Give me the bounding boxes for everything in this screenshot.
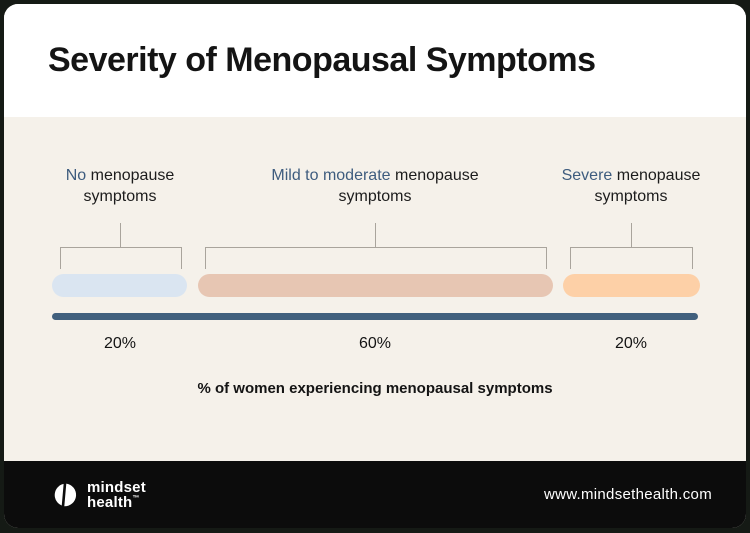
segment-label-none-rest: menopause symptoms xyxy=(83,167,175,206)
bracket-stem-mild xyxy=(375,223,376,248)
brand-name-top: mindset xyxy=(87,478,146,496)
segment-label-severe-accent: Severe xyxy=(561,167,613,184)
bar-segment-none xyxy=(52,274,187,297)
bracket-severe xyxy=(570,247,693,269)
bracket-mild xyxy=(205,247,547,269)
axis-caption: % of women experiencing menopausal sympt… xyxy=(197,380,553,397)
segment-label-mild-accent: Mild to moderate xyxy=(271,167,391,184)
infographic-card: Severity of Menopausal Symptoms No menop… xyxy=(4,4,746,528)
segment-label-severe-rest: menopause symptoms xyxy=(594,167,701,206)
page-title: Severity of Menopausal Symptoms xyxy=(48,41,596,79)
axis-line xyxy=(52,313,698,320)
brand-name: mindset health™ xyxy=(87,480,146,510)
bracket-none xyxy=(60,247,182,269)
trademark-symbol: ™ xyxy=(132,494,140,502)
mindset-health-logo-icon xyxy=(54,483,77,506)
brand-name-bottom: health™ xyxy=(87,493,140,511)
brand-lockup: mindset health™ xyxy=(52,480,146,510)
percent-label-none: 20% xyxy=(103,335,137,352)
segment-label-none-accent: No xyxy=(65,167,87,184)
segment-label-mild-rest: menopause symptoms xyxy=(338,167,479,206)
segment-label-none: No menopause symptoms xyxy=(40,165,200,207)
chart-area: No menopause symptoms Mild to moderate m… xyxy=(4,117,746,461)
bar-segment-severe xyxy=(563,274,700,297)
bracket-stem-severe xyxy=(631,223,632,248)
bar-segment-mild xyxy=(198,274,553,297)
segment-label-mild: Mild to moderate menopause symptoms xyxy=(265,165,485,207)
percent-label-severe: 20% xyxy=(614,335,648,352)
percent-label-mild: 60% xyxy=(358,335,392,352)
segment-label-severe: Severe menopause symptoms xyxy=(541,165,721,207)
bracket-stem-none xyxy=(120,223,121,248)
footer: mindset health™ www.mindsethealth.com xyxy=(4,461,746,528)
header: Severity of Menopausal Symptoms xyxy=(4,4,746,117)
website-url: www.mindsethealth.com xyxy=(543,486,712,503)
